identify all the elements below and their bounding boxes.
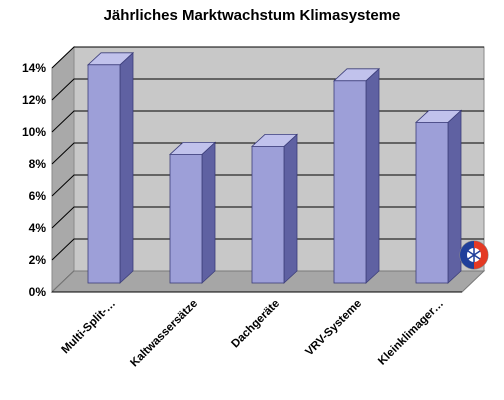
bar-side (365, 67, 380, 284)
bar (168, 141, 217, 284)
x-category-label: Dachgeräte (229, 298, 282, 351)
y-tick-label: 12% (22, 93, 46, 107)
bar (250, 133, 299, 284)
bar (414, 109, 463, 284)
bar (86, 51, 135, 284)
bar-front (251, 145, 285, 284)
y-tick-label: 8% (29, 157, 47, 171)
y-tick-label: 0% (29, 285, 47, 299)
x-category-label: Kleinklimager… (376, 298, 446, 368)
y-tick-label: 10% (22, 125, 46, 139)
x-category-label: Multi-Split-… (59, 298, 118, 357)
bar (332, 67, 381, 284)
y-tick-label: 6% (29, 189, 47, 203)
x-category-label: VRV-Systeme (303, 298, 364, 359)
bar-front (415, 122, 449, 284)
chart-title: Jährliches Marktwachstum Klimasysteme (103, 7, 401, 24)
side-wall (51, 45, 75, 294)
y-tick-label: 14% (22, 61, 46, 75)
y-tick-label: 4% (29, 221, 47, 235)
gridline (51, 46, 484, 69)
bar-front (333, 80, 367, 284)
bar-front (169, 153, 203, 284)
bar-front (87, 64, 121, 284)
y-axis-tick-labels: 0% 2% 4% 6% 8% 10% 12% 14% (22, 61, 46, 299)
x-category-label: Kaltwassersätze (128, 298, 200, 370)
chart-bars (86, 51, 463, 284)
bar-side (201, 141, 216, 284)
y-tick-label: 2% (29, 253, 47, 267)
bar-side (119, 51, 134, 284)
bar-side (447, 109, 462, 284)
logo-snowflake (467, 248, 481, 262)
badge-logo-icon (459, 240, 489, 270)
x-axis-category-labels: Multi-Split-… Kaltwassersätze Dachgeräte VR… (59, 298, 446, 370)
bar-side (283, 133, 298, 284)
